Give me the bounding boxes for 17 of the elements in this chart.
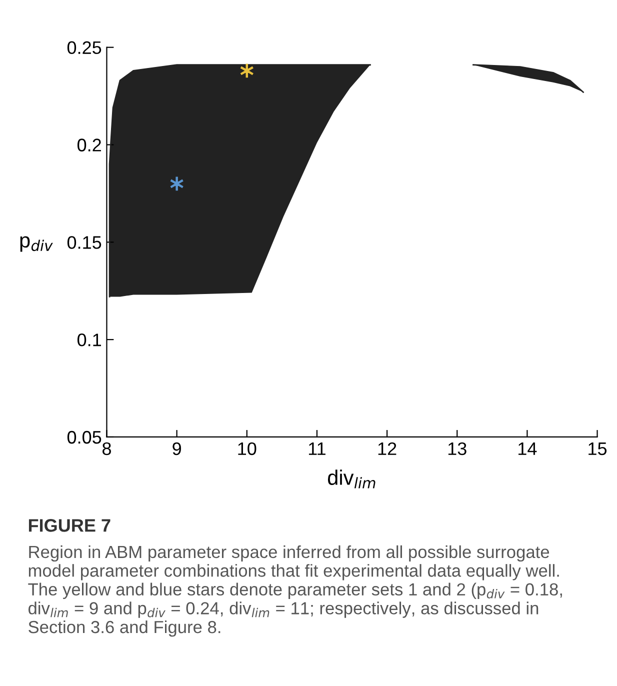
text: Region in ABM parameter space inferred from all possible surrogate model parameter combinations that fit experimental data equally well. The yellow and blue stars denote parameter sets 1 and 2 (p$_{div}$ = 0.18, div$_{lim}$ = 9 and p$_{div}$ = 0.24, div$_{lim}$ = 11; respectively, as discussed in Section 3.6 and Figure 8. [28,545,562,637]
x-tick-label: 13 [448,442,466,456]
x-tick-label: 8 [102,442,111,456]
x-tick-label: 9 [172,442,181,456]
x-axis-title: div$_{lim}$ [328,470,376,488]
text: FIGURE 7 [28,519,110,532]
y-tick-label: 0.1 [77,334,101,346]
y-tick-label: 0.2 [77,138,101,152]
y-tick-label: 0.05 [67,430,102,444]
x-tick-label: 12 [378,442,396,455]
x-tick-label: 14 [518,442,537,455]
x-tick-label: 15 [588,442,607,456]
y-tick-label: 0.15 [67,236,102,249]
y-tick-label: 0.25 [67,41,102,54]
x-tick-label: 11 [308,442,326,455]
x-tick-label: 10 [238,442,256,456]
y-axis-title: p$_{div}$ [20,236,53,252]
